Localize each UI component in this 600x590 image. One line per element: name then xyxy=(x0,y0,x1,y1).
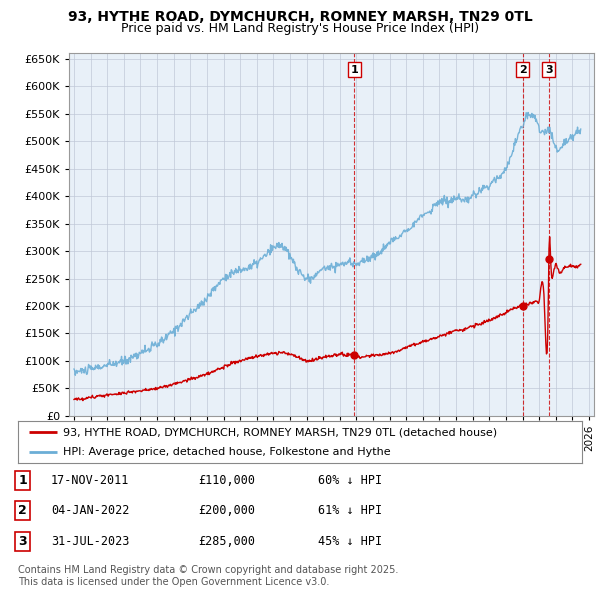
Text: £110,000: £110,000 xyxy=(198,474,255,487)
Text: Price paid vs. HM Land Registry's House Price Index (HPI): Price paid vs. HM Land Registry's House … xyxy=(121,22,479,35)
Text: 2: 2 xyxy=(19,504,27,517)
Text: 04-JAN-2022: 04-JAN-2022 xyxy=(51,504,130,517)
Text: 60% ↓ HPI: 60% ↓ HPI xyxy=(318,474,382,487)
Text: 3: 3 xyxy=(545,64,553,74)
Text: 93, HYTHE ROAD, DYMCHURCH, ROMNEY MARSH, TN29 0TL: 93, HYTHE ROAD, DYMCHURCH, ROMNEY MARSH,… xyxy=(68,10,532,24)
Text: Contains HM Land Registry data © Crown copyright and database right 2025.
This d: Contains HM Land Registry data © Crown c… xyxy=(18,565,398,587)
Text: £285,000: £285,000 xyxy=(198,535,255,548)
Text: 2: 2 xyxy=(519,64,527,74)
Text: 1: 1 xyxy=(19,474,27,487)
Text: £200,000: £200,000 xyxy=(198,504,255,517)
Text: 93, HYTHE ROAD, DYMCHURCH, ROMNEY MARSH, TN29 0TL (detached house): 93, HYTHE ROAD, DYMCHURCH, ROMNEY MARSH,… xyxy=(63,427,497,437)
Text: HPI: Average price, detached house, Folkestone and Hythe: HPI: Average price, detached house, Folk… xyxy=(63,447,391,457)
Text: 1: 1 xyxy=(350,64,358,74)
Text: 61% ↓ HPI: 61% ↓ HPI xyxy=(318,504,382,517)
Text: 31-JUL-2023: 31-JUL-2023 xyxy=(51,535,130,548)
Text: 17-NOV-2011: 17-NOV-2011 xyxy=(51,474,130,487)
Text: 3: 3 xyxy=(19,535,27,548)
Text: 45% ↓ HPI: 45% ↓ HPI xyxy=(318,535,382,548)
